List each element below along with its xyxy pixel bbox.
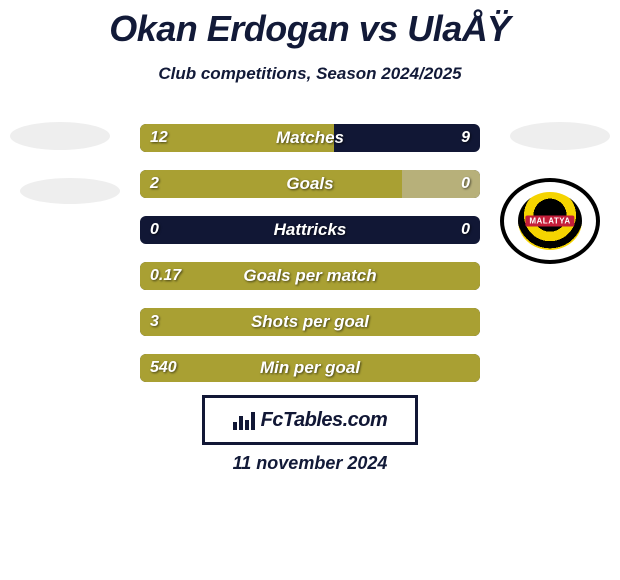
stat-label: Hattricks: [274, 220, 347, 240]
stat-row-goals: Goals 2 0: [140, 170, 480, 198]
left-club-logo-placeholder: [20, 178, 120, 204]
stat-value-left: 3: [150, 313, 159, 331]
stat-row-hattricks: Hattricks 0 0: [140, 216, 480, 244]
stat-value-left: 2: [150, 175, 159, 193]
stat-value-right: 9: [461, 129, 470, 147]
right-player-logo-placeholder: [510, 122, 610, 150]
stat-value-left: 12: [150, 129, 168, 147]
stat-value-left: 540: [150, 359, 177, 377]
crest-label: MALATYA: [525, 216, 574, 227]
stat-label: Min per goal: [260, 358, 360, 378]
fctables-badge: FcTables.com: [202, 395, 418, 445]
stat-value-right: 0: [461, 175, 470, 193]
comparison-title: Okan Erdogan vs UlaÅŸ: [0, 0, 620, 50]
stat-row-shots-per-goal: Shots per goal 3: [140, 308, 480, 336]
stat-label: Shots per goal: [251, 312, 369, 332]
comparison-subtitle: Club competitions, Season 2024/2025: [0, 64, 620, 84]
stat-label: Goals: [286, 174, 333, 194]
stat-label: Matches: [276, 128, 344, 148]
stat-row-min-per-goal: Min per goal 540: [140, 354, 480, 382]
right-club-crest: MALATYA: [500, 178, 600, 264]
stat-value-left: 0.17: [150, 267, 181, 285]
bar-chart-icon: [233, 410, 255, 430]
bar-fill-left: [140, 170, 402, 198]
crest-outer-circle: MALATYA: [500, 178, 600, 264]
snapshot-date: 11 november 2024: [233, 453, 388, 474]
stat-value-right: 0: [461, 221, 470, 239]
stat-label: Goals per match: [243, 266, 376, 286]
stat-value-left: 0: [150, 221, 159, 239]
stat-row-goals-per-match: Goals per match 0.17: [140, 262, 480, 290]
stat-row-matches: Matches 12 9: [140, 124, 480, 152]
fctables-text: FcTables.com: [261, 409, 388, 432]
comparison-bars: Matches 12 9 Goals 2 0 Hattricks 0 0 Goals per ma…: [140, 124, 480, 400]
left-player-logo-placeholder: [10, 122, 110, 150]
